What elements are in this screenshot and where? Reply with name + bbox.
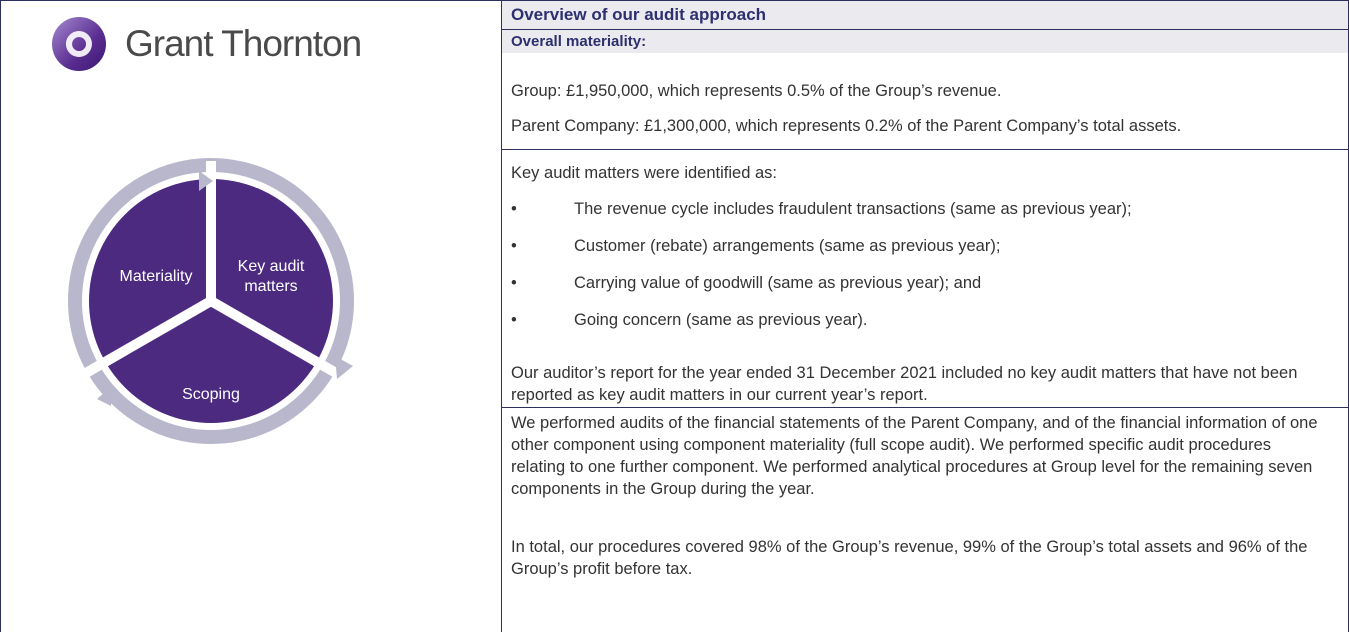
bullet-text: Carrying value of goodwill (same as prev…	[574, 274, 981, 293]
left-panel: Grant Thornton Materiality Key audit mat…	[1, 1, 502, 632]
paragraph: Parent Company: £1,300,000, which repres…	[511, 115, 1341, 137]
bullet: •	[511, 274, 517, 293]
bullet: •	[511, 237, 517, 256]
right-panel: Overview of our audit approach Overall m…	[502, 1, 1348, 632]
segment-label: Materiality	[106, 267, 206, 287]
paragraph: We performed audits of the financial sta…	[511, 412, 1321, 500]
paragraph: Our auditor’s report for the year ended …	[511, 362, 1341, 406]
panel-title: Overview of our audit approach	[511, 4, 1341, 26]
bullet-text: Going concern (same as previous year).	[574, 311, 867, 330]
bullet-text: Customer (rebate) arrangements (same as …	[574, 237, 1000, 256]
rule	[502, 407, 1348, 408]
bullet: •	[511, 311, 517, 330]
left-graphics	[1, 1, 501, 632]
bullet: •	[511, 200, 517, 219]
logo-icon	[52, 17, 106, 71]
bullet-text: The revenue cycle includes fraudulent tr…	[574, 200, 1132, 219]
segment-label: Scoping	[161, 385, 261, 405]
section-heading: Overall materiality:	[511, 31, 1341, 53]
paragraph: In total, our procedures covered 98% of …	[511, 536, 1321, 580]
arrow	[335, 356, 353, 379]
page: Grant Thornton Materiality Key audit mat…	[0, 0, 1349, 632]
paragraph: Group: £1,950,000, which represents 0.5%…	[511, 80, 1341, 102]
paragraph: Key audit matters were identified as:	[511, 162, 1341, 184]
rule	[502, 149, 1348, 150]
segment-label: Key audit matters	[231, 257, 311, 297]
logo-text: Grant Thornton	[125, 23, 361, 65]
